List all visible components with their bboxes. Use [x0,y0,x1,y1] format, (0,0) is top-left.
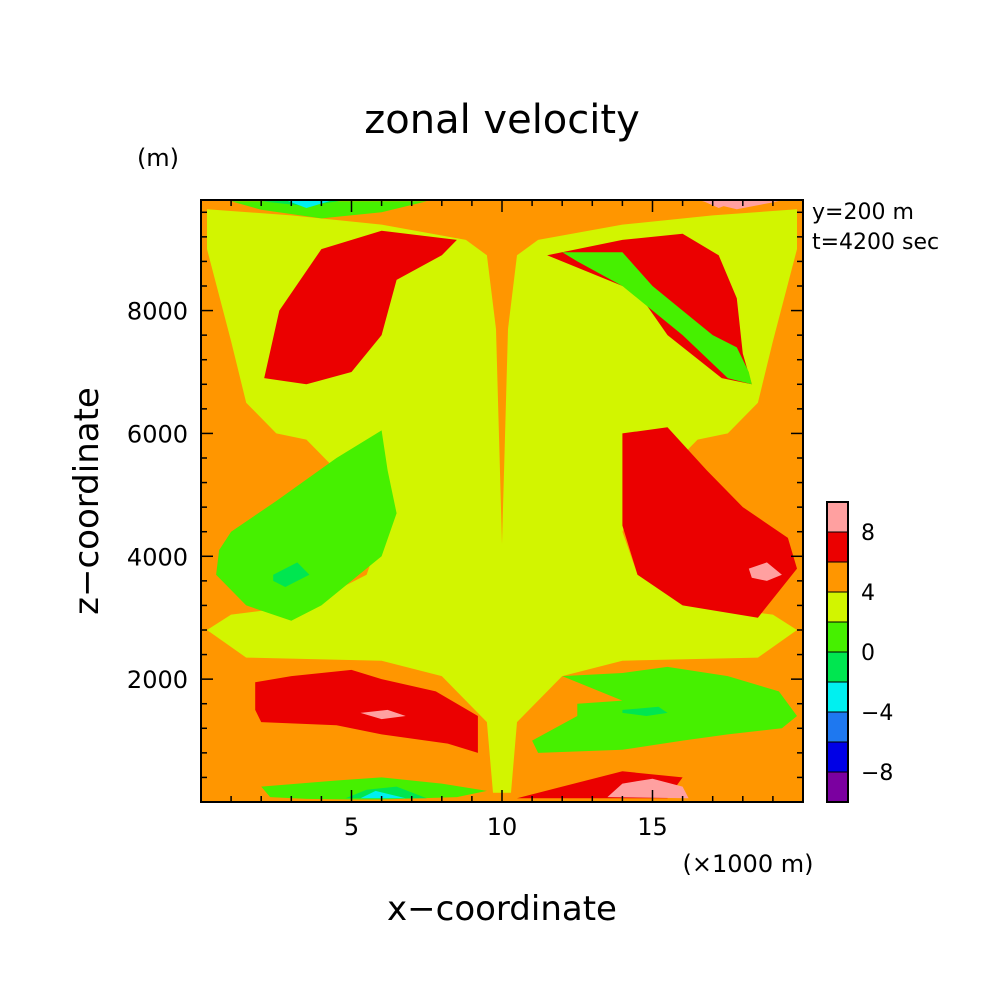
colorbar-swatch [826,681,849,713]
x-tick-label: 5 [344,813,359,841]
y-axis-label: z−coordinate [67,387,107,615]
y-tick-label: 8000 [127,298,188,326]
contour-band-21 [631,789,665,796]
colorbar-swatch [826,741,849,773]
y-unit-label: (m) [137,144,179,172]
colorbar-tick-label: 4 [861,581,875,606]
contour-band-17 [748,562,782,581]
contour-plot [201,200,803,802]
x-unit-label: (×1000 m) [683,850,814,878]
x-tick-label: 15 [637,813,668,841]
colorbar-swatch [826,531,849,563]
contour-band-18 [607,778,689,799]
contour-band-2 [264,230,457,385]
contour-band-7 [261,777,487,800]
colorbar: −8 −4 0 4 8 [826,501,893,803]
contour-band-11 [532,666,797,753]
y-tick-label: 2000 [127,666,188,694]
colorbar-tick-label: 8 [861,521,875,546]
contour-band-20 [700,200,740,208]
contour-band-13 [622,706,668,716]
contour-band-10 [216,430,397,621]
colorbar-swatch [826,651,849,683]
colorbar-swatch [826,621,849,653]
colorbar-swatch [826,771,849,803]
y-tick-label: 6000 [127,420,188,448]
colorbar-swatch [826,711,849,743]
contour-band-8 [231,201,427,219]
contour-band-12 [273,562,310,587]
contour-band-9 [562,252,752,385]
contour-band-5 [255,669,478,753]
colorbar-swatch [826,561,849,593]
colorbar-tick-label: 0 [861,641,875,666]
contour-band-15 [345,786,427,799]
annotation-y-position: y=200 m [812,200,914,225]
x-axis-label: x−coordinate [387,889,617,929]
x-tick-label: 10 [487,813,518,841]
contour-band-19 [360,709,406,720]
annotation-time: t=4200 sec [812,230,939,255]
colorbar-tick-label: −8 [861,761,893,786]
x-axis-ticks: 5 10 15 [230,200,774,841]
contour-band-23 [360,790,406,799]
colorbar-swatch [826,591,849,623]
colorbar-tick-label: −4 [861,701,893,726]
colorbar-swatch [826,501,849,533]
y-axis-ticks: 2000 4000 6000 8000 [127,211,803,779]
colorbar-frame [826,501,849,803]
chart-title: zonal velocity [364,97,640,143]
y-tick-label: 4000 [127,543,188,571]
